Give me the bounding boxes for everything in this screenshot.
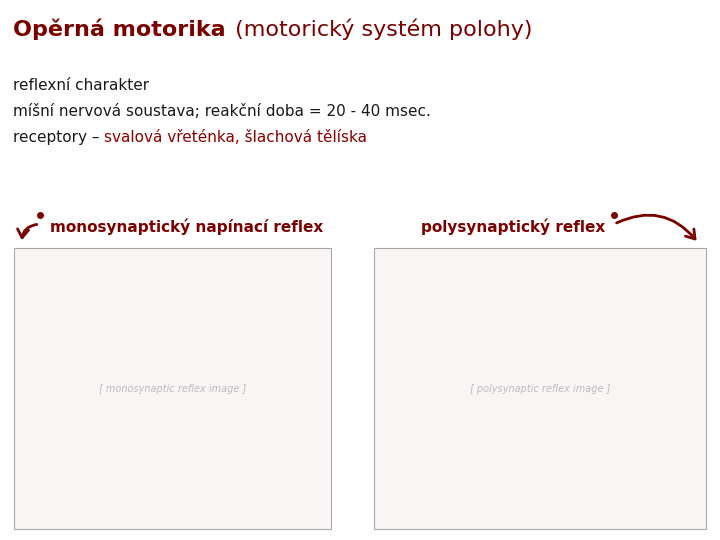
Text: Opěrná motorika: Opěrná motorika — [13, 19, 225, 40]
Bar — [14, 248, 331, 529]
FancyArrowPatch shape — [17, 225, 37, 238]
Text: reflexní charakter: reflexní charakter — [13, 78, 149, 93]
Text: polysynaptický reflex: polysynaptický reflex — [421, 219, 606, 235]
Text: míšní nervová soustava; reakční doba = 20 - 40 msec.: míšní nervová soustava; reakční doba = 2… — [13, 104, 431, 119]
FancyArrowPatch shape — [616, 215, 695, 239]
Bar — [374, 248, 706, 529]
Text: svalová vřeténka, šlachová tělíska: svalová vřeténka, šlachová tělíska — [104, 130, 367, 145]
Text: monosynaptický napínací reflex: monosynaptický napínací reflex — [50, 219, 324, 235]
Text: [ polysynaptic reflex image ]: [ polysynaptic reflex image ] — [470, 384, 610, 394]
Text: [ monosynaptic reflex image ]: [ monosynaptic reflex image ] — [99, 384, 246, 394]
Text: receptory –: receptory – — [13, 130, 104, 145]
Text: (motorický systém polohy): (motorický systém polohy) — [228, 19, 532, 40]
